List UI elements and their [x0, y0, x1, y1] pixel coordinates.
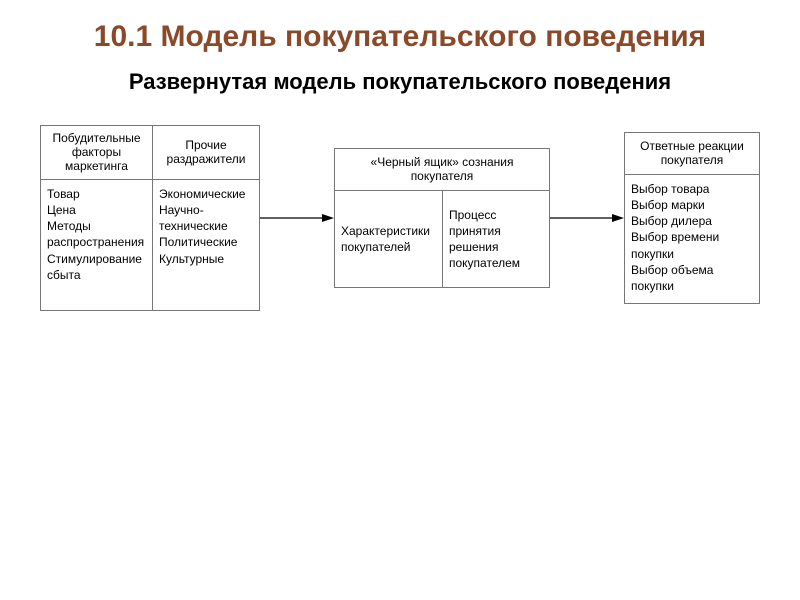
- header-marketing-factors: Побудительные факторы маркетинга: [41, 126, 152, 179]
- arrow-icon: [550, 208, 624, 228]
- box-blackbox-body: Характеристики покупателей Процесс приня…: [335, 191, 549, 287]
- box-stimuli: Побудительные факторы маркетинга Прочие …: [40, 125, 260, 311]
- box-stimuli-header: Побудительные факторы маркетинга Прочие …: [41, 126, 259, 180]
- box-blackbox-header: «Черный ящик» сознания покупателя: [335, 149, 549, 191]
- body-buyer-characteristics: Характеристики покупателей: [335, 191, 442, 287]
- slide-title: 10.1 Модель покупательского поведения: [30, 20, 770, 55]
- body-decision-process: Процесс принятия решения покупателем: [442, 191, 549, 287]
- box-responses: Ответные реакции покупателя Выбор товара…: [624, 132, 760, 304]
- header-other-stimuli: Прочие раздражители: [152, 126, 259, 179]
- box-responses-header: Ответные реакции покупателя: [625, 133, 759, 175]
- flow-diagram: Побудительные факторы маркетинга Прочие …: [30, 125, 770, 311]
- arrow-svg: [550, 208, 624, 228]
- header-blackbox: «Черный ящик» сознания покупателя: [335, 149, 549, 190]
- box-blackbox: «Черный ящик» сознания покупателя Характ…: [334, 148, 550, 288]
- body-marketing-factors: Товар Цена Методы распространения Стимул…: [41, 180, 152, 310]
- header-responses: Ответные реакции покупателя: [625, 133, 759, 174]
- body-responses: Выбор товара Выбор марки Выбор дилера Вы…: [625, 175, 759, 303]
- body-other-stimuli: Экономические Научно-технические Политич…: [152, 180, 259, 310]
- arrow-svg: [260, 208, 334, 228]
- arrow-icon: [260, 208, 334, 228]
- box-stimuli-body: Товар Цена Методы распространения Стимул…: [41, 180, 259, 310]
- box-responses-body: Выбор товара Выбор марки Выбор дилера Вы…: [625, 175, 759, 303]
- slide: 10.1 Модель покупательского поведения Ра…: [0, 0, 800, 600]
- slide-subtitle: Развернутая модель покупательского повед…: [30, 69, 770, 95]
